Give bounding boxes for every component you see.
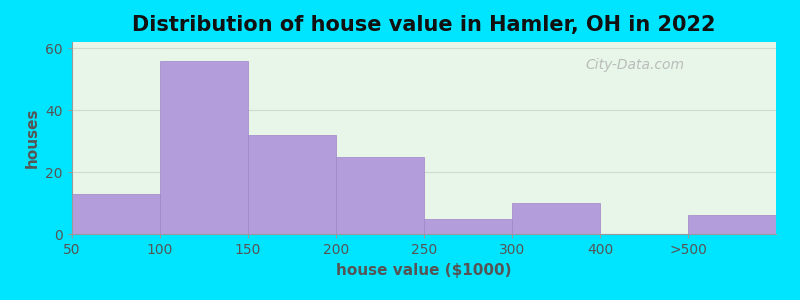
Title: Distribution of house value in Hamler, OH in 2022: Distribution of house value in Hamler, O… [132,15,716,35]
X-axis label: house value ($1000): house value ($1000) [336,262,512,278]
Bar [72,194,160,234]
Y-axis label: houses: houses [25,108,40,168]
Bar [424,218,512,234]
Bar [336,157,424,234]
Text: City-Data.com: City-Data.com [586,58,685,72]
Bar [688,215,776,234]
Bar [160,61,248,234]
Bar [512,203,600,234]
Bar [248,135,336,234]
